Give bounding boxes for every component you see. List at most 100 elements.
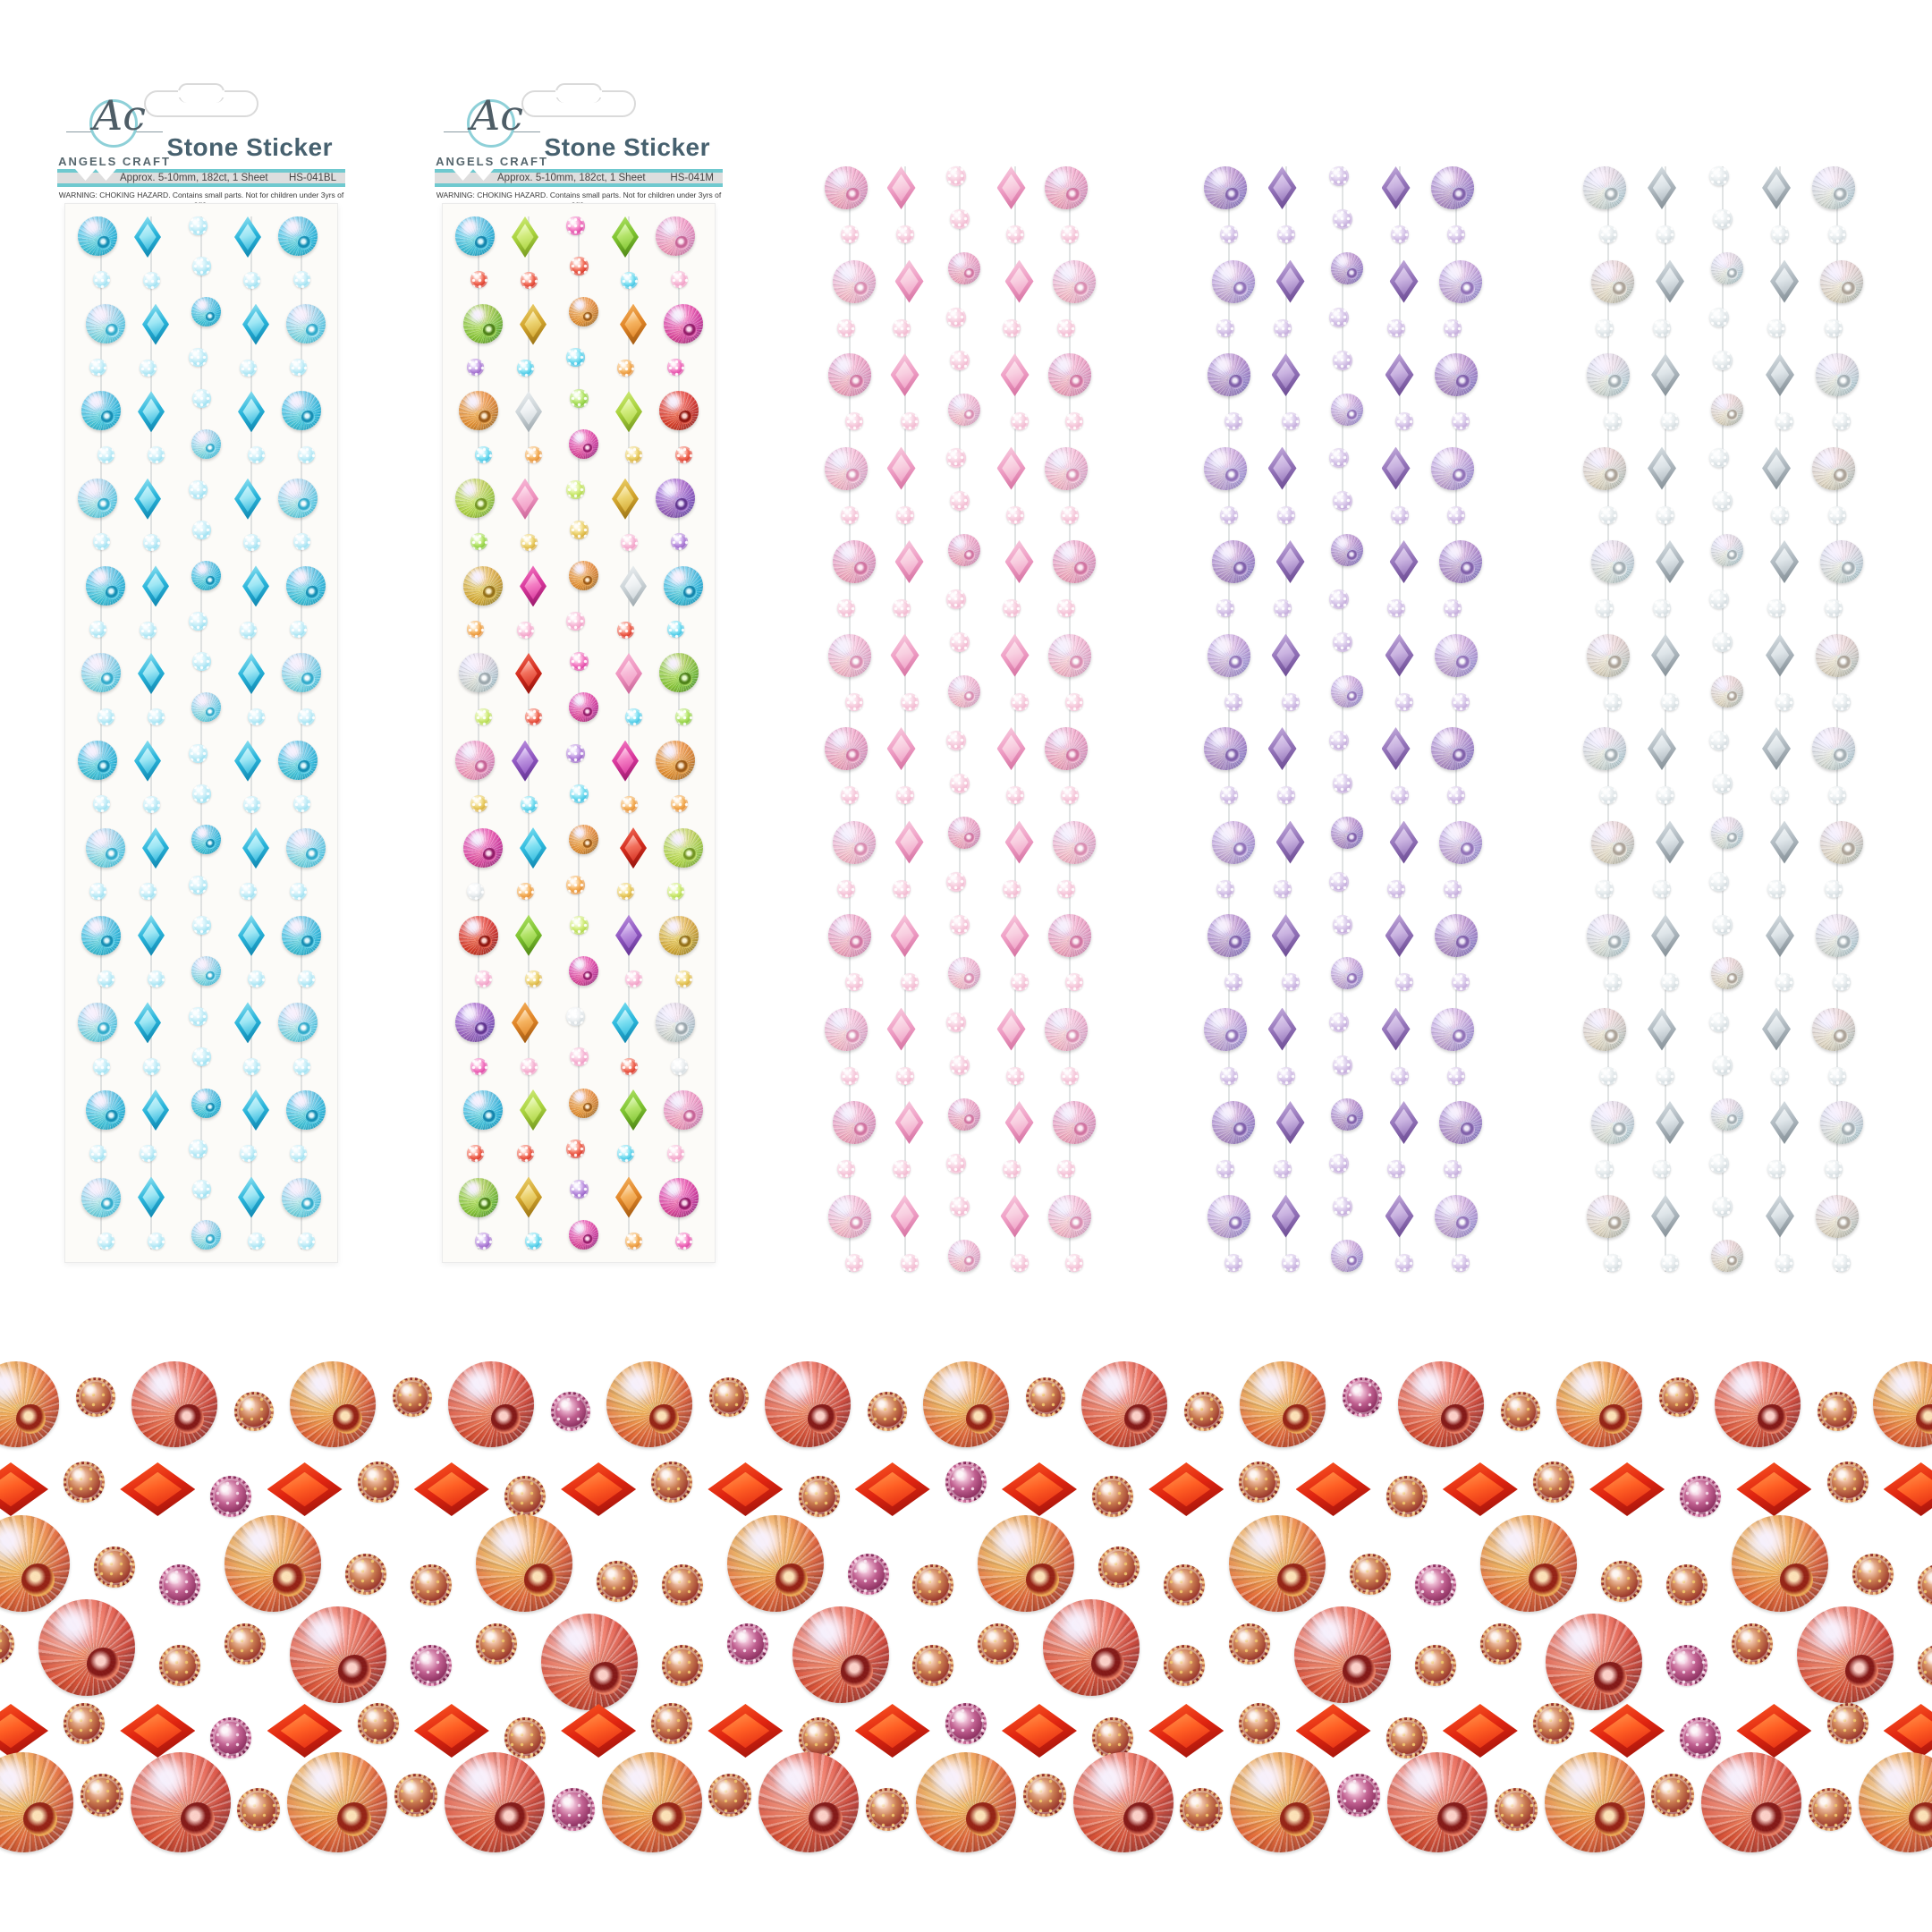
dot-sticker xyxy=(1828,225,1846,244)
diamond-sticker xyxy=(1589,1704,1665,1758)
dot-sticker xyxy=(92,533,110,551)
bead-sticker xyxy=(825,1007,868,1051)
dot-sticker xyxy=(651,1462,693,1503)
dot-sticker xyxy=(344,1554,386,1595)
dot-sticker xyxy=(1661,1253,1679,1272)
dot-sticker xyxy=(978,1623,1020,1665)
dot-sticker xyxy=(900,973,919,992)
dot-sticker xyxy=(1216,318,1234,337)
diamond-sticker xyxy=(238,1176,265,1218)
dot-sticker xyxy=(1604,692,1622,711)
dot-sticker xyxy=(191,257,211,276)
dot-sticker xyxy=(1390,786,1409,805)
dot-sticker xyxy=(1002,318,1021,337)
bead-sticker xyxy=(1431,446,1474,490)
dot-sticker xyxy=(946,1154,966,1174)
diamond-sticker xyxy=(620,303,647,345)
dot-sticker xyxy=(946,871,966,892)
dot-sticker xyxy=(624,446,642,464)
dot-sticker xyxy=(1653,879,1671,898)
dot-sticker xyxy=(1394,692,1413,711)
dot-sticker xyxy=(297,445,315,463)
dot-sticker xyxy=(1065,412,1083,431)
bead-sticker xyxy=(948,816,980,849)
diamond-sticker xyxy=(1381,446,1411,490)
bead-sticker xyxy=(1212,540,1255,583)
dot-sticker xyxy=(191,520,211,539)
bead-sticker xyxy=(833,1101,876,1144)
bead-sticker xyxy=(1812,166,1855,209)
diamond-sticker xyxy=(134,478,161,520)
dot-sticker xyxy=(188,479,208,499)
bead-sticker xyxy=(1053,1101,1096,1144)
bead-sticker xyxy=(1045,166,1088,209)
diamond-sticker xyxy=(520,827,547,869)
diamond-sticker xyxy=(612,740,639,782)
dot-sticker xyxy=(1065,973,1083,992)
bead-sticker xyxy=(1583,727,1626,770)
dot-sticker xyxy=(620,534,638,552)
dot-sticker xyxy=(297,970,315,987)
stone-row-beads xyxy=(0,1750,1932,1854)
dot-sticker xyxy=(1333,632,1352,653)
dot-sticker xyxy=(895,505,914,524)
sticker-column-beads xyxy=(1583,166,1634,1272)
diamond-sticker xyxy=(142,827,169,869)
dot-sticker xyxy=(80,1774,123,1817)
diamond-sticker xyxy=(1000,914,1030,957)
sticker-sheet-multicolor xyxy=(442,203,716,1263)
dot-sticker xyxy=(666,1145,684,1163)
dot-sticker xyxy=(565,1007,585,1027)
bead-sticker xyxy=(1711,674,1743,708)
bead-sticker xyxy=(286,1089,326,1130)
dot-sticker xyxy=(1713,491,1733,512)
diamond-sticker xyxy=(854,1704,930,1758)
bead-sticker xyxy=(828,914,871,957)
bead-sticker xyxy=(191,1219,221,1250)
dot-sticker xyxy=(1680,1717,1722,1758)
dot-sticker xyxy=(1329,589,1349,610)
sticker-column-mixed xyxy=(554,216,604,1250)
bead-sticker xyxy=(1812,727,1855,770)
bead-sticker xyxy=(1587,353,1630,396)
dot-sticker xyxy=(474,445,492,463)
diamond-sticker xyxy=(138,391,165,433)
bead-sticker xyxy=(948,957,980,990)
dot-sticker xyxy=(239,1145,257,1163)
dot-sticker xyxy=(1828,786,1846,805)
diamond-sticker xyxy=(120,1704,196,1758)
sticker-column-beads xyxy=(1812,166,1863,1272)
dot-sticker xyxy=(1025,1377,1065,1417)
dot-sticker xyxy=(1653,599,1671,618)
dot-sticker xyxy=(289,621,307,639)
stone-row-beads xyxy=(0,1354,1932,1454)
dot-sticker xyxy=(97,708,114,725)
dot-sticker xyxy=(520,534,538,552)
logo-monogram: Ac xyxy=(93,91,146,140)
dot-sticker xyxy=(1532,1703,1574,1744)
bead-sticker xyxy=(1711,534,1743,567)
dot-sticker xyxy=(616,359,634,377)
bead-sticker xyxy=(1711,393,1743,426)
dot-sticker xyxy=(1599,786,1617,805)
bead-sticker xyxy=(1204,166,1247,209)
bead-sticker xyxy=(1048,914,1091,957)
dot-sticker xyxy=(1452,412,1470,431)
dot-sticker xyxy=(1767,599,1785,618)
bead-sticker xyxy=(726,1515,824,1612)
diamond-sticker xyxy=(515,914,542,956)
diamond-sticker xyxy=(1295,1462,1371,1516)
dot-sticker xyxy=(837,1160,855,1179)
dot-sticker xyxy=(224,1623,266,1665)
diamond-sticker xyxy=(890,353,919,396)
dot-sticker xyxy=(1224,412,1242,431)
diamond-sticker xyxy=(1389,540,1419,583)
dot-sticker xyxy=(1220,1066,1238,1085)
sticker-column-beads xyxy=(1431,166,1482,1272)
dot-sticker xyxy=(616,621,634,639)
bead-sticker xyxy=(1204,727,1247,770)
dot-sticker xyxy=(565,1139,585,1158)
dot-sticker xyxy=(624,1232,642,1250)
dot-sticker xyxy=(1452,1253,1470,1272)
diamond-sticker xyxy=(1589,1462,1665,1516)
